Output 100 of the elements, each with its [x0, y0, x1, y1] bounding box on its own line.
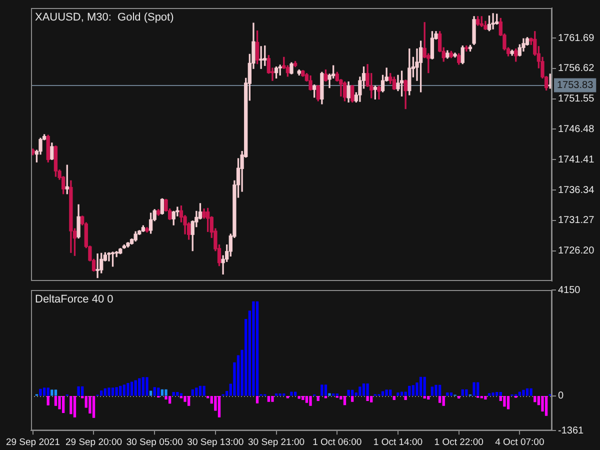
- x-tick-label: 4 Oct 07:00: [495, 436, 544, 448]
- bar: [419, 376, 422, 396]
- y-tick-label: 4150: [558, 284, 581, 296]
- bar: [119, 386, 122, 396]
- bar: [400, 392, 404, 396]
- bar: [184, 396, 186, 402]
- bar: [195, 388, 198, 396]
- bar: [160, 389, 164, 396]
- bar: [298, 396, 300, 399]
- bar: [343, 396, 346, 406]
- bar: [142, 377, 145, 396]
- bar: [46, 396, 50, 406]
- bar: [351, 390, 354, 396]
- bar: [309, 396, 312, 406]
- bar: [430, 386, 434, 396]
- bar: [461, 389, 464, 396]
- bar: [381, 391, 384, 396]
- bar: [70, 396, 72, 414]
- bar: [54, 396, 58, 406]
- y-tick-label: 1756.62: [558, 63, 595, 74]
- bar: [187, 396, 190, 406]
- bar: [130, 382, 134, 396]
- x-tick-label: 29 Sep 20:00: [65, 436, 122, 448]
- bar: [503, 396, 506, 407]
- bar: [423, 396, 426, 399]
- bar: [111, 388, 114, 396]
- bar: [54, 390, 58, 396]
- bar: [164, 389, 168, 396]
- bar: [138, 378, 141, 396]
- x-tick-label: 1 Oct 22:00: [434, 436, 484, 448]
- bar: [434, 384, 438, 396]
- x-tick-label: 30 Sep 05:00: [126, 436, 183, 448]
- bar: [370, 396, 373, 402]
- bar: [476, 382, 480, 396]
- bar: [541, 396, 544, 412]
- candlestick: [259, 46, 263, 69]
- bar: [427, 396, 430, 400]
- bar: [92, 396, 96, 418]
- bar: [423, 376, 426, 396]
- y-tick-label: 1736.34: [558, 184, 595, 196]
- bar: [42, 388, 46, 396]
- bar: [385, 390, 388, 396]
- bar: [134, 380, 137, 396]
- bar: [126, 383, 130, 396]
- bar: [366, 384, 369, 396]
- bar: [77, 386, 80, 396]
- x-tick-label: 29 Sep 2021: [6, 436, 60, 448]
- y-tick-label: 1751.55: [558, 94, 595, 105]
- bar: [362, 384, 366, 396]
- bar: [530, 388, 532, 396]
- bar: [290, 392, 293, 396]
- bar: [396, 392, 400, 396]
- bar: [81, 386, 84, 396]
- ref-line-label: 1753.83: [557, 80, 594, 91]
- y-tick-label: 1726.20: [558, 246, 595, 257]
- bar: [302, 396, 304, 400]
- chart-title: XAUUSD, M30: Gold (Spot): [35, 12, 174, 24]
- bar: [351, 396, 354, 402]
- bar: [157, 388, 160, 396]
- bar: [271, 396, 274, 402]
- bar: [146, 377, 148, 396]
- bar: [256, 396, 259, 404]
- bar: [202, 386, 206, 396]
- bar: [404, 396, 407, 400]
- y-tick-label: 1731.27: [558, 215, 595, 226]
- bar: [544, 396, 548, 416]
- bar: [191, 389, 194, 396]
- y-tick-label: 0: [558, 390, 564, 402]
- x-tick-label: 30 Sep 13:00: [187, 436, 244, 448]
- bar: [62, 396, 65, 414]
- bar: [88, 396, 92, 414]
- bar: [458, 396, 460, 399]
- bar: [320, 384, 324, 396]
- candlestick: [491, 13, 495, 30]
- bar: [149, 390, 152, 396]
- bar: [50, 390, 54, 396]
- bar: [39, 388, 42, 396]
- bar: [328, 393, 331, 396]
- bar: [534, 396, 536, 402]
- bar: [198, 386, 202, 396]
- bar: [392, 396, 396, 400]
- bar: [324, 384, 328, 396]
- bar: [316, 396, 320, 402]
- bar: [438, 384, 442, 396]
- y-tick-label: 1741.41: [558, 154, 595, 166]
- y-tick-label: 1746.48: [558, 124, 595, 135]
- bar: [122, 384, 126, 396]
- bar: [46, 388, 50, 396]
- bar: [104, 388, 106, 396]
- y-tick-label: 1761.69: [558, 32, 595, 44]
- bar: [115, 387, 118, 396]
- bar: [153, 387, 156, 396]
- bar: [408, 386, 411, 396]
- bar: [358, 386, 362, 396]
- bar: [218, 396, 221, 418]
- bar: [168, 396, 172, 404]
- bar: [347, 390, 350, 396]
- bar: [472, 382, 476, 396]
- bar: [164, 396, 168, 400]
- candlestick: [96, 253, 100, 278]
